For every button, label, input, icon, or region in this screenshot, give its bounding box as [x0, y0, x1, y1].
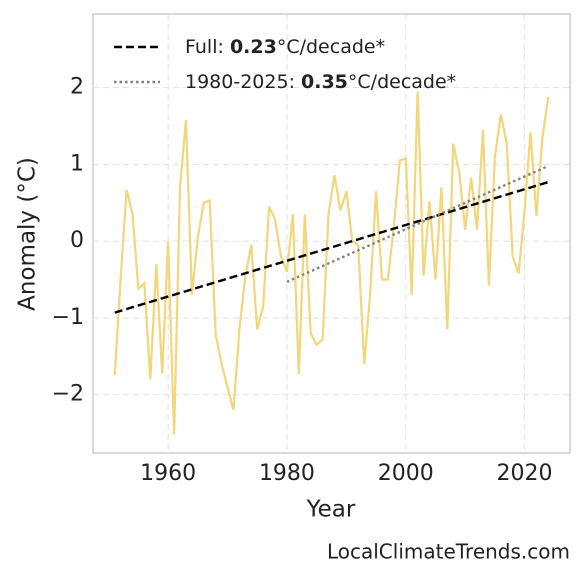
- legend-text: Full:: [185, 36, 230, 58]
- legend-text: 1980-2025:: [185, 71, 301, 93]
- legend-text: °C/decade*: [277, 36, 385, 58]
- legend-label: Full: 0.23°C/decade*: [185, 36, 385, 58]
- series-line: [286, 164, 549, 283]
- legend-text: 0.23: [230, 36, 277, 58]
- grid: [93, 14, 570, 453]
- footer: LocalClimateTrends.com: [327, 540, 570, 564]
- legend-label: 1980-2025: 0.35°C/decade*: [185, 71, 456, 93]
- y-tick-label: 1: [70, 151, 84, 176]
- x-axis-label: Year: [306, 497, 356, 523]
- x-tick-label: 2000: [378, 461, 434, 486]
- y-tick-label: 2: [70, 75, 84, 100]
- plot-frame: [92, 13, 571, 454]
- y-tick-label: −1: [52, 305, 84, 330]
- y-axis-label: Anomaly (°C): [15, 157, 41, 311]
- y-tick-label: −2: [52, 382, 84, 407]
- y-tick-label: 0: [70, 228, 84, 253]
- legend-text: °C/decade*: [348, 71, 456, 93]
- series-line: [114, 180, 549, 314]
- x-tick-label: 2020: [497, 461, 553, 486]
- series-line: [113, 91, 550, 435]
- legend-text: 0.35: [301, 71, 348, 93]
- x-tick-label: 1960: [140, 461, 196, 486]
- x-tick-label: 1980: [259, 461, 315, 486]
